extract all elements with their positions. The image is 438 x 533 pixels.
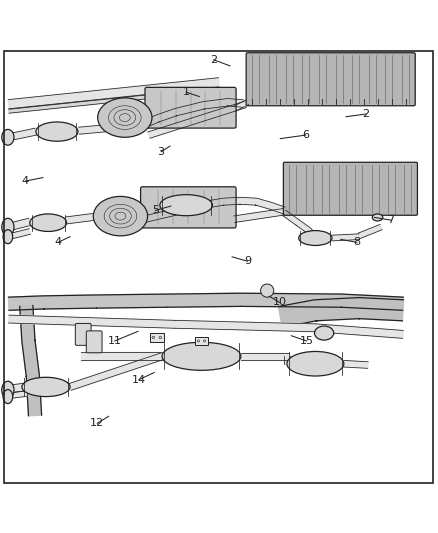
Polygon shape (9, 315, 175, 328)
Text: 3: 3 (158, 147, 165, 157)
Polygon shape (284, 356, 290, 364)
Circle shape (159, 336, 162, 338)
Polygon shape (8, 293, 403, 310)
Polygon shape (279, 297, 403, 327)
Polygon shape (65, 214, 93, 224)
FancyBboxPatch shape (75, 324, 91, 345)
Polygon shape (78, 123, 127, 134)
Ellipse shape (160, 195, 212, 216)
Polygon shape (315, 324, 403, 338)
Ellipse shape (93, 197, 148, 236)
FancyBboxPatch shape (283, 162, 417, 215)
Polygon shape (234, 208, 284, 222)
FancyBboxPatch shape (86, 331, 102, 353)
Polygon shape (69, 353, 163, 390)
Polygon shape (148, 101, 246, 138)
Ellipse shape (372, 214, 383, 221)
Polygon shape (233, 100, 249, 111)
Ellipse shape (2, 219, 14, 236)
Polygon shape (8, 383, 27, 393)
Polygon shape (20, 305, 42, 416)
Polygon shape (8, 87, 219, 113)
Circle shape (261, 284, 274, 297)
Ellipse shape (3, 230, 13, 244)
Polygon shape (8, 78, 219, 109)
Text: 1: 1 (183, 87, 190, 97)
Circle shape (197, 340, 200, 342)
Text: 2: 2 (362, 109, 369, 119)
Text: 12: 12 (90, 418, 104, 429)
Circle shape (152, 336, 155, 338)
Polygon shape (208, 197, 285, 214)
Polygon shape (8, 218, 31, 231)
FancyBboxPatch shape (141, 187, 236, 228)
Text: 6: 6 (302, 130, 309, 140)
Text: 7: 7 (387, 215, 394, 225)
Polygon shape (8, 391, 27, 399)
Text: 9: 9 (244, 256, 251, 266)
Text: 10: 10 (272, 297, 286, 308)
Ellipse shape (287, 351, 344, 376)
Polygon shape (175, 320, 315, 332)
Text: 15: 15 (300, 336, 314, 346)
Ellipse shape (2, 130, 14, 145)
Text: 5: 5 (152, 205, 159, 215)
Ellipse shape (30, 214, 67, 231)
Ellipse shape (36, 122, 78, 141)
Text: 14: 14 (132, 375, 146, 384)
Ellipse shape (3, 390, 13, 403)
Polygon shape (8, 229, 31, 239)
Ellipse shape (162, 342, 241, 370)
Ellipse shape (22, 377, 70, 397)
Ellipse shape (2, 381, 14, 399)
Text: 11: 11 (108, 336, 122, 346)
Polygon shape (358, 224, 382, 238)
Circle shape (203, 340, 206, 342)
FancyBboxPatch shape (145, 87, 236, 128)
Ellipse shape (98, 98, 152, 138)
Text: 4: 4 (54, 237, 61, 247)
Text: 8: 8 (353, 237, 360, 247)
Ellipse shape (314, 326, 334, 340)
Polygon shape (344, 360, 368, 368)
Polygon shape (81, 352, 162, 360)
FancyBboxPatch shape (246, 53, 415, 106)
Polygon shape (332, 234, 359, 241)
FancyBboxPatch shape (150, 333, 164, 342)
FancyBboxPatch shape (195, 337, 208, 345)
Polygon shape (282, 210, 318, 240)
Polygon shape (8, 128, 37, 141)
Polygon shape (144, 201, 209, 222)
Polygon shape (126, 99, 244, 132)
Text: 4: 4 (22, 176, 29, 186)
Polygon shape (241, 352, 289, 360)
Ellipse shape (299, 231, 332, 246)
Text: 2: 2 (210, 55, 217, 65)
